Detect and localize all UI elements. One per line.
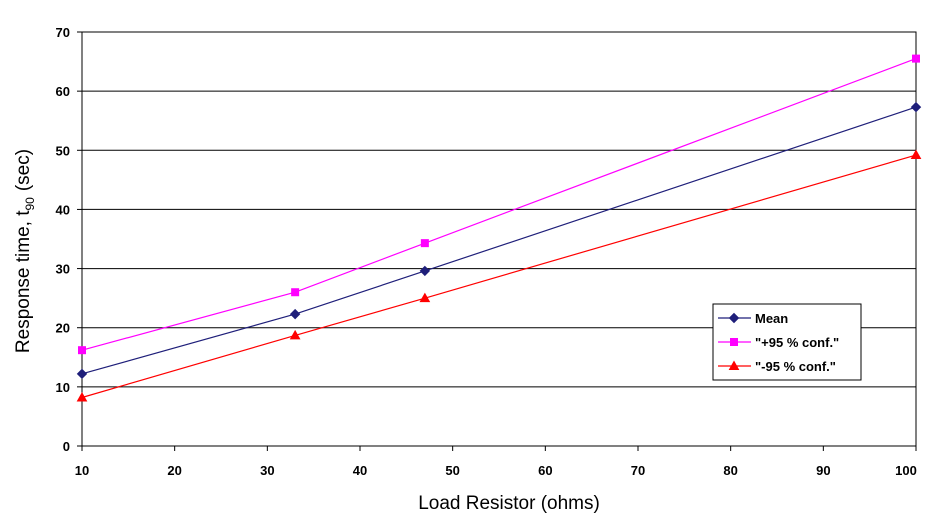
y-tick-label: 10: [56, 380, 70, 395]
x-tick-label: 80: [723, 463, 737, 478]
y-tick-label: 60: [56, 84, 70, 99]
x-axis-title: Load Resistor (ohms): [418, 493, 600, 514]
legend-swatch-marker: [730, 338, 738, 346]
series-line-1: [81, 106, 917, 375]
x-tick-label: 70: [631, 463, 645, 478]
data-point-series-3: [419, 292, 431, 303]
x-tick-label: 50: [445, 463, 459, 478]
series-lines: [81, 58, 917, 399]
y-axis-ticks: 0 10 20 30 40 50 60 70: [56, 25, 82, 454]
x-tick-label: 90: [816, 463, 830, 478]
legend: Mean "+95 % conf." "-95 % conf.": [712, 303, 862, 381]
data-point-series-1: [419, 265, 431, 277]
data-point-series-3: [910, 149, 922, 160]
data-point-series-1: [76, 368, 88, 380]
series-line-3: [81, 154, 917, 399]
data-point-series-2: [912, 54, 920, 63]
y-axis-title-main: Response time, t: [13, 210, 34, 353]
legend-label: Mean: [755, 311, 788, 326]
legend-swatch-marker: [728, 312, 740, 324]
data-point-series-3: [289, 329, 301, 340]
data-point-series-2: [420, 239, 429, 248]
x-tick-label: 30: [260, 463, 274, 478]
y-tick-label: 0: [63, 439, 70, 454]
data-point-series-1: [910, 101, 922, 113]
plot-area-frame: [81, 31, 917, 447]
legend-label: "+95 % conf.": [755, 335, 839, 350]
x-tick-label: 40: [353, 463, 367, 478]
series-markers: [76, 54, 922, 402]
data-point-series-3: [76, 391, 88, 402]
x-tick-label: 60: [538, 463, 552, 478]
y-tick-label: 50: [56, 143, 70, 158]
x-tick-label: 10: [75, 463, 89, 478]
data-point-series-2: [78, 346, 86, 355]
y-axis-title: Response time, t90 (sec): [13, 149, 37, 353]
y-tick-label: 20: [56, 321, 70, 336]
legend-label: "-95 % conf.": [755, 359, 836, 374]
y-axis-title-unit: (sec): [13, 149, 34, 191]
gridlines: [82, 90, 916, 388]
y-axis-title-subscript: 90: [23, 197, 37, 211]
legend-swatch-marker: [728, 360, 740, 370]
x-tick-label: 100: [895, 463, 917, 478]
x-axis-ticks: 10 20 30 40 50 60 70 80 90 100: [75, 446, 917, 478]
y-tick-label: 40: [56, 202, 70, 217]
y-tick-label: 70: [56, 25, 70, 40]
data-point-series-2: [291, 288, 300, 297]
x-tick-label: 20: [167, 463, 181, 478]
data-point-series-1: [289, 308, 301, 320]
series-line-2: [81, 58, 917, 351]
y-tick-label: 30: [56, 262, 70, 277]
